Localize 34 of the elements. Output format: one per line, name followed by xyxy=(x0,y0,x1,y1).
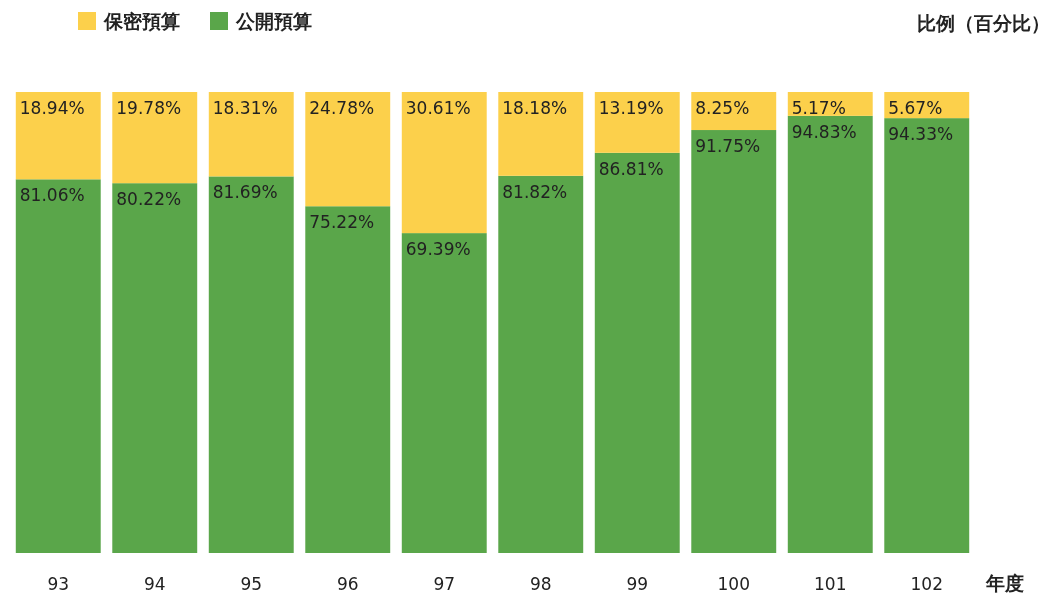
data-label: 69.39% xyxy=(405,239,471,260)
data-label: 8.25% xyxy=(695,98,750,118)
data-label: 13.19% xyxy=(598,98,664,118)
x-tick-label: 98 xyxy=(529,574,552,594)
data-label: 91.75% xyxy=(695,136,761,157)
x-tick-label: 94 xyxy=(143,574,166,594)
data-label: 75.22% xyxy=(309,212,375,233)
data-label: 94.83% xyxy=(791,121,857,142)
data-label: 30.61% xyxy=(405,98,471,118)
x-tick-label: 102 xyxy=(910,574,943,594)
legend-label: 公開預算 xyxy=(235,10,312,32)
data-label: 86.81% xyxy=(598,158,664,179)
data-label: 80.22% xyxy=(116,189,182,210)
data-label: 18.94% xyxy=(19,98,85,118)
x-tick-label: 99 xyxy=(626,574,649,594)
data-label: 94.33% xyxy=(888,124,954,145)
data-label: 81.69% xyxy=(212,182,278,203)
data-label: 81.06% xyxy=(19,185,85,206)
x-tick-label: 95 xyxy=(240,574,263,594)
x-axis-title: 年度 xyxy=(985,572,1024,594)
data-label: 81.82% xyxy=(502,181,568,202)
data-label: 5.17% xyxy=(791,98,846,118)
data-label: 5.67% xyxy=(888,98,943,118)
x-tick-label: 96 xyxy=(336,574,359,594)
data-label: 19.78% xyxy=(116,98,182,118)
data-label: 24.78% xyxy=(309,98,375,118)
x-tick-label: 97 xyxy=(433,574,456,594)
legend-label: 保密預算 xyxy=(103,10,180,32)
x-tick-label: 101 xyxy=(814,574,847,594)
y-axis-title: 比例（百分比） xyxy=(917,12,1050,34)
data-label: 18.31% xyxy=(212,98,278,118)
x-tick-label: 93 xyxy=(47,574,70,594)
data-label: 18.18% xyxy=(502,98,568,118)
x-tick-label: 100 xyxy=(717,574,750,594)
